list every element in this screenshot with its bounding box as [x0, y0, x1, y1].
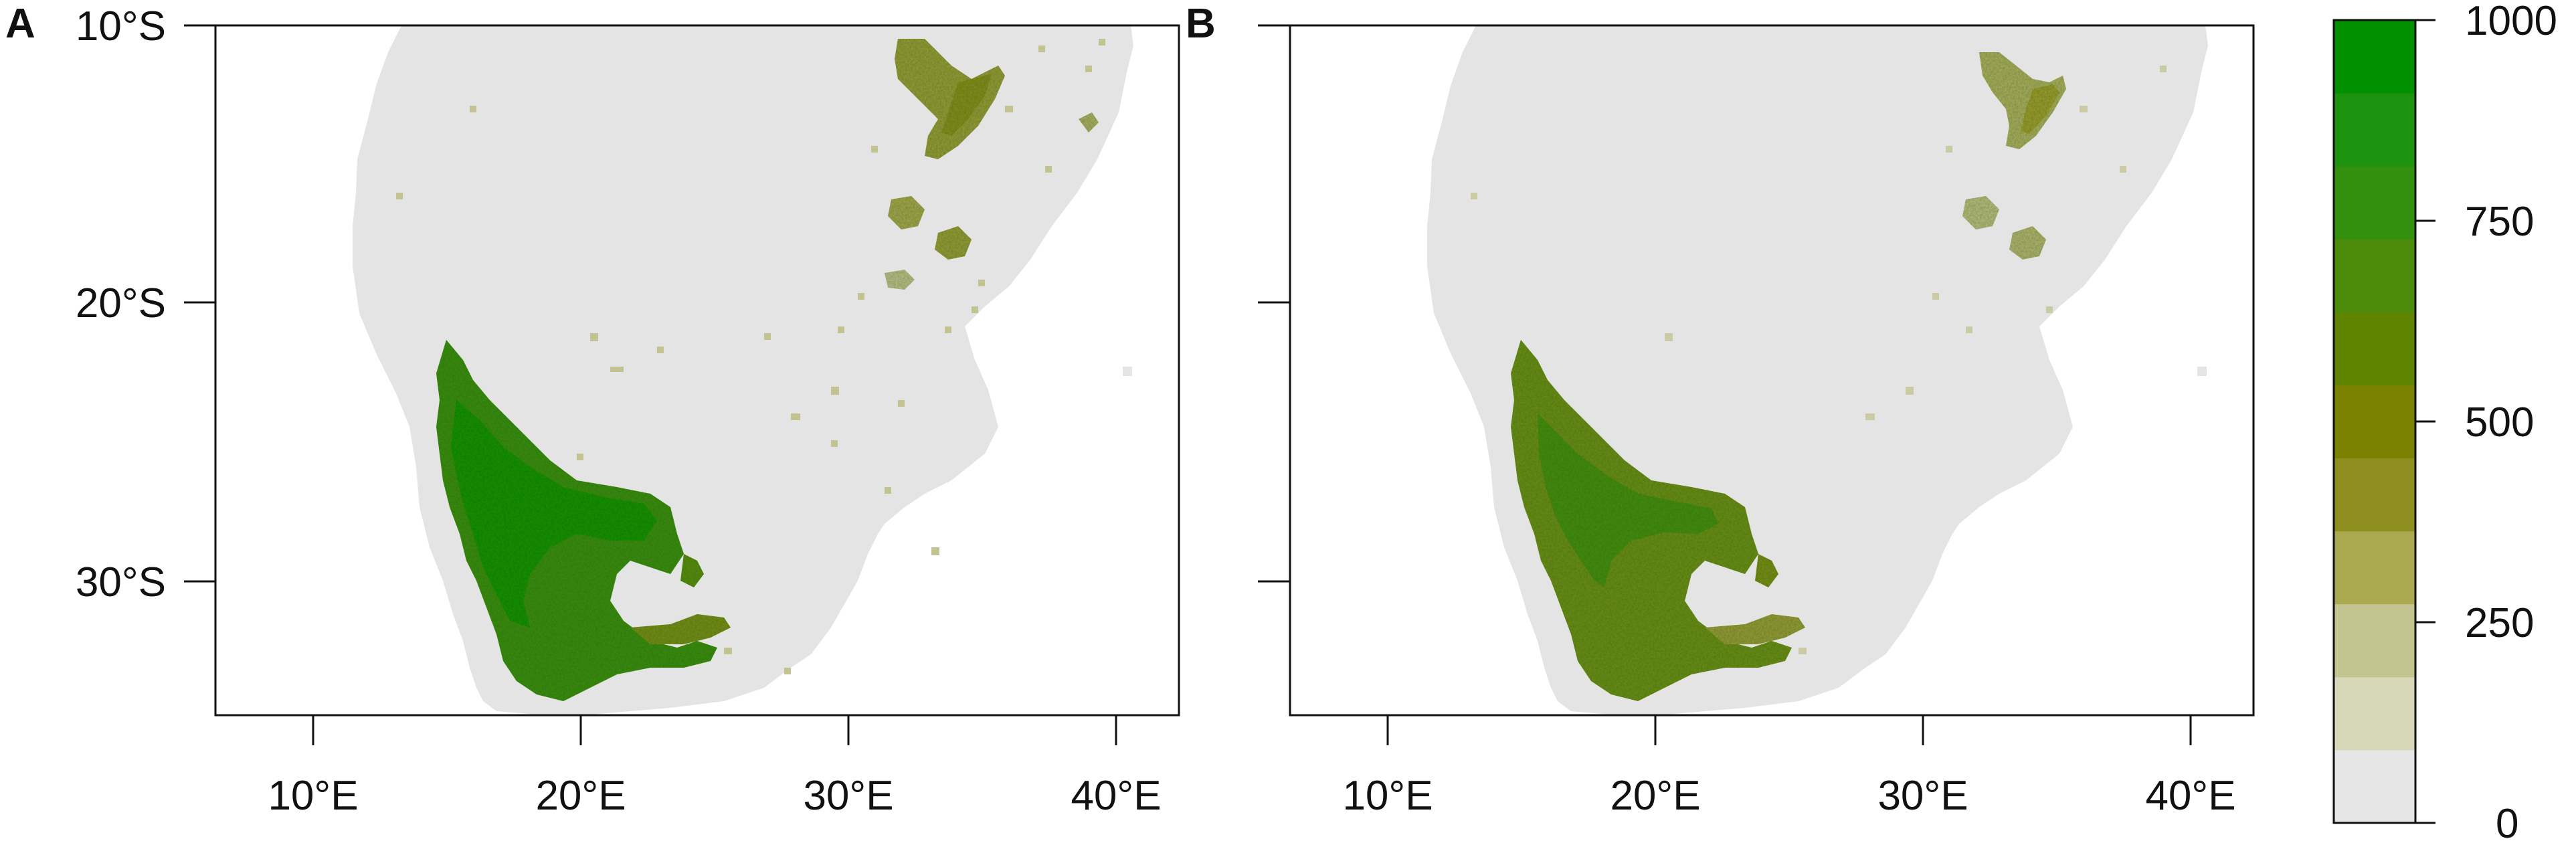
lon-label-20e-b: 20°E — [1610, 773, 1700, 819]
lon-label-10e-b: 10°E — [1342, 773, 1433, 819]
patch-south-coast-a — [630, 614, 731, 644]
legend-bin-9 — [2334, 93, 2415, 167]
land-southern-africa-b — [1427, 25, 2208, 715]
island-a — [1123, 367, 1132, 376]
legend-label-500: 500 — [2465, 399, 2534, 446]
legend-bin-8 — [2334, 166, 2415, 240]
specks-a — [396, 39, 1105, 674]
suitability-patches-b — [1511, 52, 2066, 701]
lon-label-20e-a: 20°E — [535, 773, 626, 819]
patch-zim2-a — [935, 226, 972, 260]
legend-label-750: 750 — [2465, 199, 2534, 245]
legend-bin-6 — [2334, 312, 2415, 385]
lon-axis-a: 10°E 20°E 30°E 40°E — [268, 715, 1162, 819]
legend-bin-2 — [2334, 603, 2415, 678]
lon-label-10e-a: 10°E — [268, 773, 358, 819]
legend-bin-7 — [2334, 239, 2415, 312]
panel-b: B — [1186, 1, 2255, 819]
legend-colorbar — [2334, 20, 2415, 824]
specks-b — [1471, 66, 2167, 654]
patch-malawi-a — [1079, 112, 1099, 132]
panel-label-a: A — [5, 1, 35, 47]
suitability-patches-a — [436, 39, 1099, 701]
patch-east-lobe-b — [1755, 554, 1778, 587]
patch-west-core-a — [451, 400, 657, 628]
legend: 1000 750 500 250 0 — [2332, 0, 2557, 847]
map-area-b — [1427, 25, 2208, 715]
legend-label-0: 0 — [2496, 801, 2518, 847]
lon-label-40e-b: 40°E — [2145, 773, 2235, 819]
legend-bin-3 — [2334, 531, 2415, 605]
patch-south-coast-b — [1705, 614, 1805, 644]
patch-ne-core-b — [2021, 84, 2059, 134]
lon-label-30e-b: 30°E — [1877, 773, 1968, 819]
patch-ne-b — [1979, 52, 2066, 149]
panel-a: A — [5, 1, 1180, 819]
legend-label-250: 250 — [2465, 600, 2534, 646]
panel-label-b: B — [1186, 1, 1216, 47]
legend-bin-0 — [2334, 749, 2415, 824]
lon-label-40e-a: 40°E — [1071, 773, 1161, 819]
legend-bin-5 — [2334, 385, 2415, 459]
lat-axis-a: 10°S 20°S 30°S — [76, 3, 215, 605]
legend-label-1000: 1000 — [2465, 0, 2557, 44]
patch-ne-a — [895, 39, 1005, 159]
lat-label-10s: 10°S — [76, 3, 166, 50]
map-area-a — [353, 25, 1133, 715]
lat-axis-b — [1258, 24, 1290, 583]
island-b — [2197, 367, 2207, 376]
lon-axis-b: 10°E 20°E 30°E 40°E — [1342, 715, 2236, 819]
patch-zim-b — [1962, 196, 1999, 229]
lat-label-30s: 30°S — [76, 559, 166, 605]
legend-ticks — [2415, 19, 2435, 824]
patch-zim2-b — [2009, 226, 2046, 260]
patch-ne-core-a — [941, 74, 992, 136]
legend-bin-10 — [2334, 20, 2415, 94]
patch-mid-a — [885, 270, 915, 290]
lat-label-20s: 20°S — [76, 280, 166, 326]
lon-label-30e-a: 30°E — [803, 773, 893, 819]
land-southern-africa-a — [353, 25, 1133, 715]
patch-west-core-b — [1538, 413, 1718, 587]
patch-east-lobe-a — [680, 554, 704, 587]
map-frame-a — [214, 24, 1180, 717]
legend-bin-1 — [2334, 676, 2415, 751]
patch-zim-a — [888, 196, 925, 229]
map-frame-b — [1289, 24, 2255, 717]
legend-bin-4 — [2334, 458, 2415, 532]
